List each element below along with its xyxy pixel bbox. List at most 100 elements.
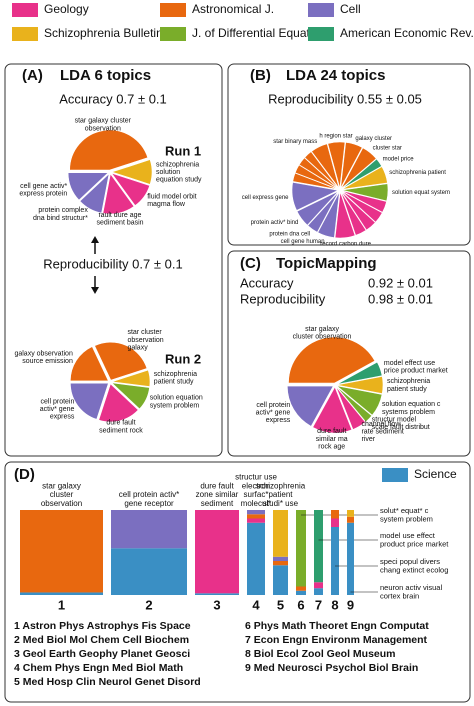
slice-label: star cluster observation galaxy — [127, 329, 163, 351]
accuracy: Accuracy 0.7 ± 0.1 — [59, 91, 167, 106]
pie-slice — [336, 386, 373, 423]
legend-swatch — [12, 3, 38, 17]
slice-label: fault dure age sediment basin — [96, 212, 143, 227]
bar-label: model use effect product price market — [380, 531, 449, 548]
panel-title: LDA 6 topics — [60, 67, 151, 84]
bar-segment — [314, 588, 323, 595]
reproducibility: Reproducibility — [240, 291, 326, 306]
panel-label: (C) — [240, 255, 261, 272]
bar-segment — [296, 590, 306, 595]
bar-segment — [247, 518, 265, 523]
panel-label: (B) — [250, 67, 271, 84]
pie-slice — [307, 191, 340, 233]
pie-slice — [67, 172, 109, 201]
field-label: 7 Econ Engn Environm Management — [245, 634, 428, 646]
pie-slice — [336, 361, 383, 385]
slice-label: model price — [383, 157, 415, 163]
bar-segment — [195, 593, 239, 595]
x-tick-label: 8 — [331, 597, 338, 612]
pie-slice — [340, 142, 363, 189]
x-tick-label: 1 — [58, 597, 65, 612]
slice-label: protein complex dna bind structur* — [33, 207, 88, 222]
pie-slice — [70, 346, 109, 382]
bar-segment — [296, 510, 306, 587]
field-label: 1 Astron Phys Astrophys Fis Space — [14, 620, 191, 632]
field-label: 2 Med Biol Mol Chem Cell Biochem — [14, 634, 189, 646]
pie-slice — [341, 190, 383, 223]
field-label: 6 Phys Math Theoret Engn Computat — [245, 620, 429, 632]
pie-slice — [340, 147, 377, 189]
bar-segment — [111, 548, 187, 595]
bar-segment — [331, 527, 339, 595]
legend-label: American Economic Rev. — [340, 26, 474, 40]
slice-label: cell protein activ* gene express — [40, 398, 75, 420]
legend-label: Science — [414, 467, 457, 481]
x-tick-label: 5 — [277, 597, 284, 612]
legend-label: Cell — [340, 2, 361, 16]
bar-label: cell protein activ* gene receptor — [119, 490, 179, 508]
arrow-head — [91, 236, 99, 243]
legend-swatch — [160, 3, 186, 17]
pie-slice — [341, 183, 389, 202]
panel-label: (D) — [14, 466, 35, 483]
bar-segment — [331, 510, 339, 519]
bar-segment — [20, 592, 103, 595]
slice-label: star galaxy cluster observation — [293, 326, 352, 341]
run-label: Run 1 — [165, 143, 201, 158]
x-tick-label: 6 — [297, 597, 304, 612]
bar-segment — [331, 518, 339, 527]
reproducibility-value: 0.98 ± 0.01 — [368, 291, 433, 306]
bar-segment — [20, 510, 103, 593]
pie-slice — [327, 141, 346, 189]
slice-label: model effect use price product market — [384, 360, 448, 375]
slice-label: star binary mass — [273, 139, 317, 145]
bar-segment — [273, 565, 288, 595]
slice-label: cell gene activ* express protein — [19, 183, 67, 198]
bar-segment — [273, 561, 288, 566]
field-label: 8 Biol Ecol Zool Geol Museum — [245, 648, 396, 660]
pie-slice — [79, 172, 110, 214]
panel-d-frame — [4, 461, 471, 703]
slice-label: solution equation c systems problem — [382, 401, 441, 416]
pie-slice — [336, 376, 384, 394]
legend-swatch — [308, 3, 334, 17]
bar-label: star galaxy cluster observation — [41, 482, 82, 509]
pie-slice — [341, 191, 376, 231]
legend-swatch — [160, 27, 186, 41]
pie-slice — [334, 191, 356, 239]
slice-label: cell gene human — [281, 239, 325, 245]
pie-slice — [286, 385, 334, 427]
panel-label: (A) — [22, 67, 43, 84]
pie-slice — [294, 164, 339, 190]
slice-label: record carbon dure — [320, 241, 371, 247]
bar-segment — [111, 510, 187, 549]
accuracy: Accuracy — [240, 275, 294, 290]
pie-slice — [98, 383, 139, 423]
run-label: Run 2 — [165, 351, 201, 366]
pie-slice — [304, 151, 339, 189]
bar-segment — [195, 510, 239, 594]
reproducibility: Reproducibility 0.7 ± 0.1 — [43, 256, 182, 271]
legend-label: Geology — [44, 2, 89, 16]
bar-segment — [347, 516, 354, 523]
legend-label: Astronomical J. — [192, 2, 274, 16]
bar-label: solut* equat* c system problem — [380, 506, 433, 523]
pie-slice — [317, 191, 340, 238]
field-label: 3 Geol Earth Geophy Planet Geosci — [14, 648, 190, 660]
pie-slice — [341, 190, 387, 213]
accuracy-value: 0.92 ± 0.01 — [368, 275, 433, 290]
legend-swatch — [12, 27, 38, 41]
panel-title: TopicMapping — [276, 255, 377, 272]
bar-label: schizophrenia patient studi* use — [256, 482, 306, 509]
slice-label: structur model scale fault distribut — [372, 416, 430, 431]
x-tick-label: 4 — [252, 597, 260, 612]
slice-label: schizophrenia solution equation study — [156, 161, 202, 183]
pie-slice — [336, 385, 383, 416]
legend-label: Schizophrenia Bulletin — [44, 26, 163, 40]
pie-slice — [94, 341, 148, 381]
slice-label: schizophrenia patient study — [154, 371, 197, 386]
bar-label: neuron activ visual cortex brain — [380, 583, 442, 600]
bar-segment — [347, 522, 354, 595]
slice-label: solution equat system — [392, 190, 450, 196]
panel-title: LDA 24 topics — [286, 67, 385, 84]
